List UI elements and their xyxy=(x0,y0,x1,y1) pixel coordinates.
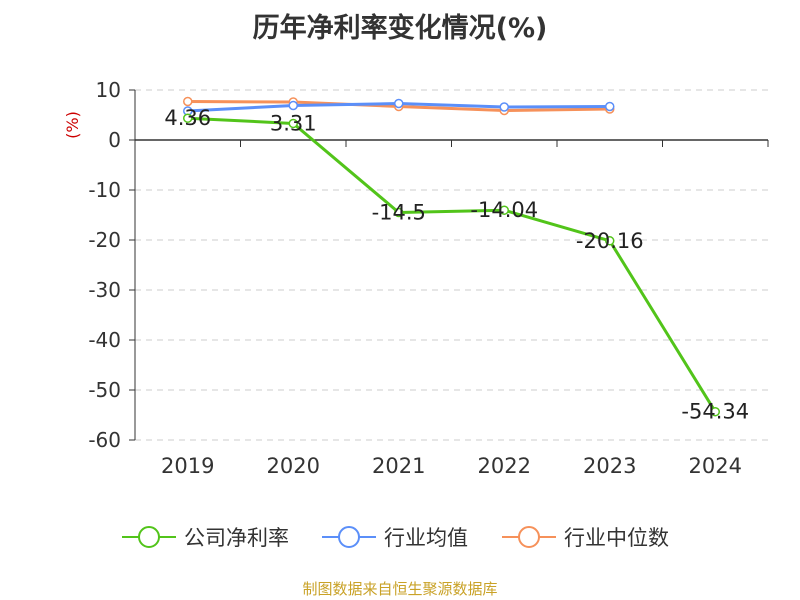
data-point xyxy=(394,207,404,218)
data-point xyxy=(183,96,193,107)
data-label: 4.36 xyxy=(164,106,211,130)
data-point xyxy=(710,406,720,417)
data-label: 3.31 xyxy=(270,111,317,135)
data-label: -14.04 xyxy=(470,198,538,222)
y-tick-label: -10 xyxy=(88,178,121,202)
series-lines xyxy=(183,96,720,417)
legend-label: 公司净利率 xyxy=(184,526,289,550)
x-tick-label: 2019 xyxy=(161,454,214,478)
legend-label: 行业均值 xyxy=(384,526,468,550)
x-tick-label: 2023 xyxy=(583,454,636,478)
legend-item-industry-median[interactable]: 行业中位数 xyxy=(500,520,669,554)
data-point xyxy=(288,100,298,111)
legend-line-icon xyxy=(122,526,176,548)
legend-label: 行业中位数 xyxy=(564,526,669,550)
legend-item-company[interactable]: 公司净利率 xyxy=(120,520,289,554)
legend: 公司净利率 行业均值 行业中位数 xyxy=(0,520,800,554)
data-point xyxy=(605,236,615,246)
y-tick-label: -40 xyxy=(88,328,121,352)
legend-line-icon xyxy=(322,526,376,548)
x-tick-label: 2022 xyxy=(478,454,531,478)
data-label: -14.5 xyxy=(372,201,426,225)
y-tick-label: 0 xyxy=(108,128,121,152)
axes: 10 0 -10 -20 -30 -40 -50 -60 2019 2020 2021 2022 202… xyxy=(63,78,769,478)
data-point xyxy=(499,102,509,112)
data-labels: 4.36 3.31 -14.5 -14.04 -20.16 -54.34 xyxy=(164,106,749,424)
data-point xyxy=(183,113,193,123)
x-tick-label: 2024 xyxy=(689,454,742,478)
data-point xyxy=(288,118,298,129)
x-tick-label: 2020 xyxy=(267,454,320,478)
data-point xyxy=(394,98,404,109)
data-point xyxy=(499,205,509,215)
data-label: -20.16 xyxy=(576,229,644,253)
legend-item-industry-mean[interactable]: 行业均值 xyxy=(320,520,468,554)
source-footer: 制图数据来自恒生聚源数据库 xyxy=(302,580,498,598)
y-tick-label: -60 xyxy=(88,428,121,452)
data-point xyxy=(605,101,615,112)
legend-line-icon xyxy=(502,526,556,548)
y-tick-label: -30 xyxy=(88,278,121,302)
y-tick-label: -50 xyxy=(88,378,121,402)
series-line-0 xyxy=(187,116,717,413)
chart-title: 历年净利率变化情况(%) xyxy=(252,13,548,44)
y-tick-label: -20 xyxy=(88,228,121,252)
x-tick-label: 2021 xyxy=(372,454,425,478)
y-axis-label: (%) xyxy=(63,111,82,139)
y-tick-label: 10 xyxy=(96,78,121,102)
data-label: -54.34 xyxy=(681,400,749,424)
